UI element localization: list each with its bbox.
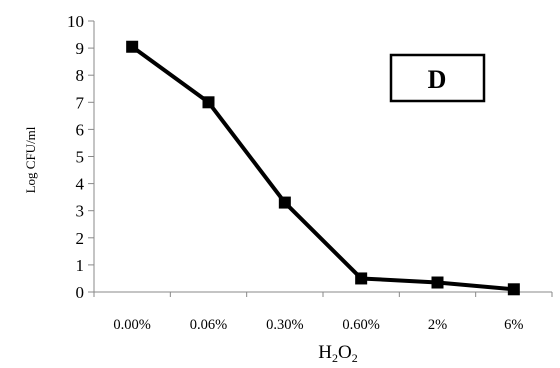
series-line <box>130 45 515 292</box>
panel-label-box: D <box>389 53 486 103</box>
y-tick-label: 7 <box>76 93 85 112</box>
data-point-marker <box>126 40 139 53</box>
y-tick-label: 6 <box>76 120 85 139</box>
x-tick-label: 0.00% <box>113 317 150 333</box>
y-tick-label: 5 <box>76 148 85 167</box>
x-tick-label: 0.06% <box>190 317 227 333</box>
y-tick-label: 0 <box>76 283 85 302</box>
y-tick-label: 9 <box>76 39 85 58</box>
x-tick-label: 2% <box>428 317 447 333</box>
data-point-marker <box>507 283 520 296</box>
panel-label: D <box>428 65 447 94</box>
y-tick-label: 3 <box>76 202 85 221</box>
x-axis-ticks: 0.00% 0.06% 0.30% 0.60% 2% 6% <box>93 292 553 333</box>
data-point-marker <box>278 196 291 209</box>
y-tick-label: 4 <box>76 175 85 194</box>
y-tick-label: 8 <box>76 66 85 85</box>
data-series <box>126 40 520 296</box>
y-tick-label: 1 <box>76 256 85 275</box>
x-tick-label: 6% <box>504 317 523 333</box>
data-point-marker <box>202 96 215 109</box>
y-tick-label: 2 <box>76 229 85 248</box>
y-axis-ticks: 0 1 2 3 4 5 6 7 8 9 10 <box>67 12 94 302</box>
x-axis-title: H2O2 <box>318 342 357 365</box>
y-tick-label: 10 <box>67 12 84 31</box>
data-point-marker <box>355 272 368 285</box>
y-axis-title: Log CFU/ml <box>23 126 38 193</box>
x-tick-label: 0.60% <box>342 317 379 333</box>
data-point-marker <box>431 276 444 289</box>
x-tick-label: 0.30% <box>266 317 303 333</box>
